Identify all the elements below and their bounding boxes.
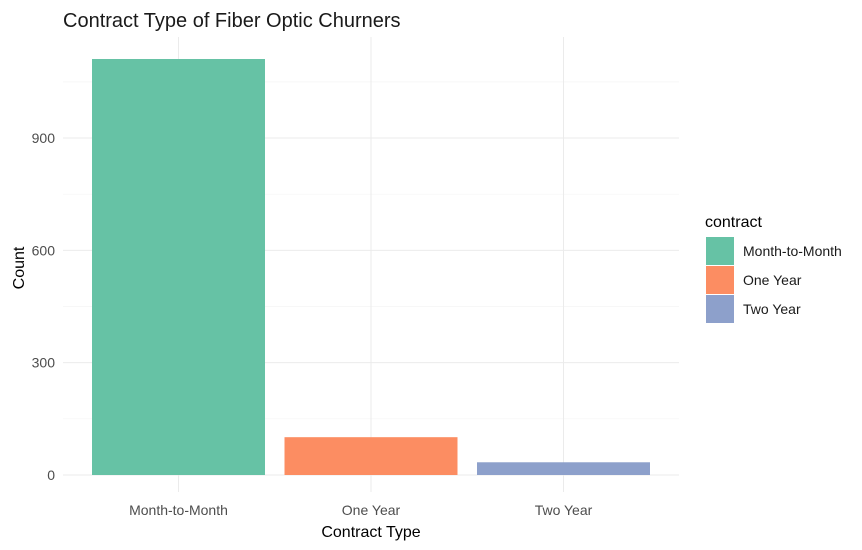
y-tick-label: 900 <box>32 130 56 146</box>
legend-key <box>706 266 734 294</box>
x-tick-label: One Year <box>342 502 401 518</box>
y-axis-ticks: 0 300 600 900 <box>32 130 56 483</box>
bar-one-year <box>284 437 458 475</box>
legend-title: contract <box>705 214 762 231</box>
x-axis-ticks: Month-to-Month One Year Two Year <box>129 502 593 518</box>
legend-label: Month-to-Month <box>743 243 842 259</box>
x-tick-label: Month-to-Month <box>129 502 228 518</box>
y-tick-label: 300 <box>32 355 56 371</box>
x-tick-label: Two Year <box>535 502 593 518</box>
bar-two-year <box>477 462 650 475</box>
legend-label: One Year <box>743 272 802 288</box>
bar-month-to-month <box>92 59 265 475</box>
legend-key <box>706 295 734 323</box>
y-tick-label: 0 <box>47 467 55 483</box>
chart-title: Contract Type of Fiber Optic Churners <box>63 10 401 32</box>
bars <box>92 59 650 475</box>
x-axis-title: Contract Type <box>321 524 420 541</box>
legend-label: Two Year <box>743 301 801 317</box>
y-tick-label: 600 <box>32 242 56 258</box>
legend: contract Month-to-Month One Year Two Year <box>705 214 842 323</box>
y-axis-title: Count <box>11 246 28 289</box>
legend-key <box>706 237 734 265</box>
